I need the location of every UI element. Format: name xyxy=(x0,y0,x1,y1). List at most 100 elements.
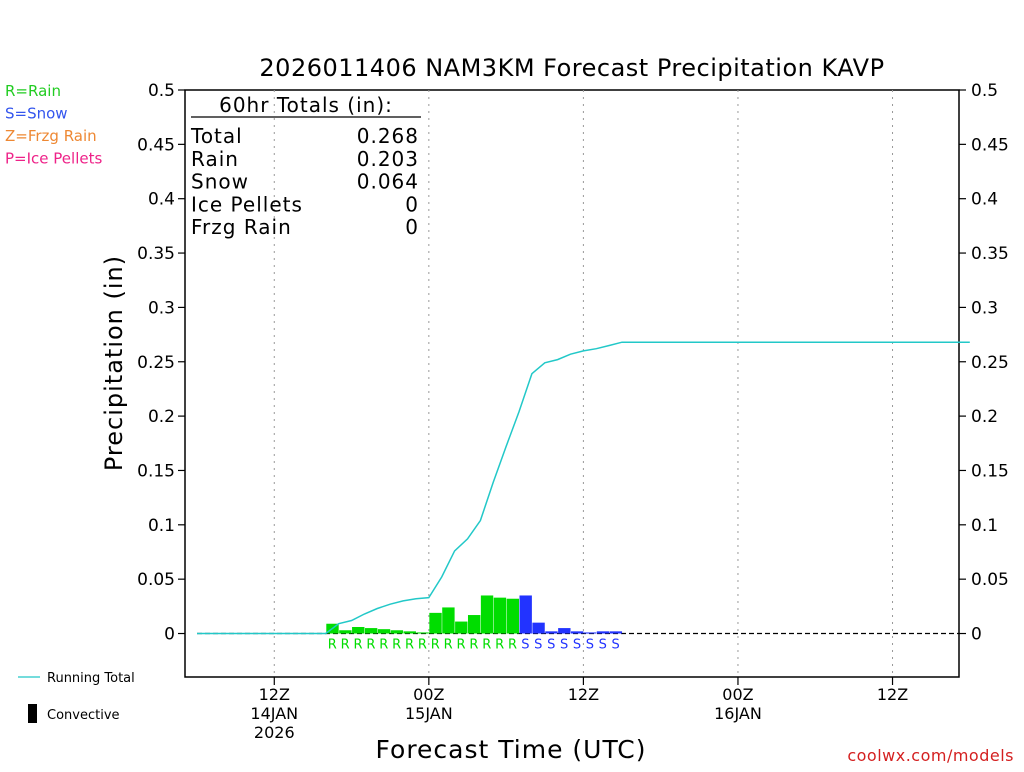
precip-type-letter: R xyxy=(457,638,466,653)
type-legend-entry: P=Ice Pellets xyxy=(5,150,102,168)
y-tick-label-left: 0.35 xyxy=(137,244,175,264)
precip-type-letter: R xyxy=(495,638,504,653)
precip-type-letter: R xyxy=(405,638,414,653)
y-tick-label-right: 0 xyxy=(971,625,982,645)
rain-bar xyxy=(352,626,365,634)
precip-type-letter: S xyxy=(573,638,581,653)
rain-bar xyxy=(364,628,378,634)
y-tick-label-right: 0.45 xyxy=(971,135,1009,155)
y-tick-label-right: 0.35 xyxy=(971,244,1009,264)
credit-text: coolwx.com/models xyxy=(847,746,1014,765)
precip-type-letter: R xyxy=(431,638,440,653)
precip-type-letter: R xyxy=(366,638,375,653)
snow-bar xyxy=(532,622,545,634)
rain-bar xyxy=(493,597,507,634)
x-tick-label: 12Z xyxy=(877,685,908,704)
snow-bar xyxy=(558,628,571,634)
x-axis-label: Forecast Time (UTC) xyxy=(376,735,647,764)
totals-row-label: Rain xyxy=(191,147,239,171)
y-tick-label-right: 0.5 xyxy=(971,81,998,101)
plot-frame xyxy=(184,89,960,678)
snow-bar xyxy=(519,595,532,634)
y-tick-label-left: 0.05 xyxy=(137,570,175,590)
convective-swatch xyxy=(28,704,37,723)
convective-legend-label: Convective xyxy=(47,708,120,723)
y-tick-label-left: 0.15 xyxy=(137,461,175,481)
y-tick-label-right: 0.2 xyxy=(971,407,998,427)
series-legend: Running Total Convective xyxy=(18,671,135,723)
running-total-line xyxy=(197,341,970,635)
precip-type-letter: R xyxy=(379,638,388,653)
y-tick-label-right: 0.25 xyxy=(971,353,1009,373)
y-tick-label-left: 0.3 xyxy=(148,298,175,318)
y-tick-label-right: 0.15 xyxy=(971,461,1009,481)
type-legend-entry: S=Snow xyxy=(5,105,68,123)
y-tick-label-left: 0.45 xyxy=(137,135,175,155)
x-tick-label: 00Z xyxy=(413,685,444,704)
totals-header: 60hr Totals (in): xyxy=(219,93,393,117)
x-tick-label: 12Z xyxy=(259,685,290,704)
precip-type-letter: R xyxy=(469,638,478,653)
x-tick-label: 14JAN xyxy=(250,704,298,723)
rain-bar xyxy=(467,615,481,634)
precip-type-letter: S xyxy=(599,638,607,653)
totals-row-label: Frzg Rain xyxy=(191,215,292,239)
rain-bar xyxy=(416,632,429,634)
precip-type-letter: S xyxy=(611,638,619,653)
y-tick-label-right: 0.3 xyxy=(971,298,998,318)
y-tick-label-right: 0.4 xyxy=(971,190,998,210)
precip-type-letter: R xyxy=(482,638,491,653)
hourly-precip-bars xyxy=(326,595,623,634)
y-tick-label-left: 0 xyxy=(164,625,175,645)
precip-type-letter: S xyxy=(534,638,542,653)
rain-bar xyxy=(455,621,468,634)
totals-row-value: 0 xyxy=(405,192,419,216)
precip-type-letter: R xyxy=(508,638,517,653)
rain-bar xyxy=(403,631,416,634)
precip-type-letter: R xyxy=(444,638,453,653)
precip-type-letter: S xyxy=(547,638,555,653)
y-tick-label-left: 0.25 xyxy=(137,353,175,373)
type-legend-entry: Z=Frzg Rain xyxy=(5,127,97,145)
y-tick-label-left: 0.5 xyxy=(148,81,175,101)
y-tick-label-right: 0.05 xyxy=(971,570,1009,590)
totals-box: 60hr Totals (in): Total 0.268 Rain 0.203 Sno… xyxy=(190,93,421,239)
precip-type-letter: S xyxy=(586,638,594,653)
totals-row-label: Ice Pellets xyxy=(191,192,303,216)
precip-type-letter: R xyxy=(341,638,350,653)
precip-type-letter: R xyxy=(392,638,401,653)
y-tick-label-right: 0.1 xyxy=(971,516,998,536)
totals-row-value: 0.203 xyxy=(357,147,419,171)
y-axis-label: Precipitation (in) xyxy=(100,255,128,471)
y-tick-label-left: 0.2 xyxy=(148,407,175,427)
chart-title: 2026011406 NAM3KM Forecast Precipitation… xyxy=(259,54,884,82)
x-tick-label: 00Z xyxy=(722,685,753,704)
rain-bar xyxy=(506,598,519,634)
rain-bar xyxy=(442,607,455,634)
rain-bar xyxy=(390,630,404,634)
precip-type-legend: R=Rain S=Snow Z=Frzg Rain P=Ice Pellets xyxy=(5,82,102,168)
totals-row-value: 0.268 xyxy=(357,124,419,148)
rain-bar xyxy=(377,629,391,634)
precip-type-letter: S xyxy=(521,638,529,653)
y-axis-ticks: 0 00.05 0.050.1 0.10.15 0.150.2 0.20.25 0.250.… xyxy=(137,81,1009,645)
precip-type-letter: R xyxy=(353,638,362,653)
snow-bar xyxy=(545,631,558,634)
snow-bar xyxy=(596,631,610,634)
rain-bar xyxy=(429,612,442,634)
totals-row-value: 0 xyxy=(405,215,419,239)
precip-type-letter: R xyxy=(328,638,337,653)
rain-bar xyxy=(339,630,352,634)
type-legend-entry: R=Rain xyxy=(5,82,61,100)
y-tick-label-left: 0.1 xyxy=(148,516,175,536)
precip-type-letter: R xyxy=(418,638,427,653)
x-tick-label: 12Z xyxy=(568,685,599,704)
running-total-legend-label: Running Total xyxy=(47,671,135,686)
snow-bar xyxy=(571,631,584,634)
precip-type-letter: S xyxy=(560,638,568,653)
totals-row-label: Snow xyxy=(191,170,249,194)
x-tick-label: 16JAN xyxy=(714,704,762,723)
